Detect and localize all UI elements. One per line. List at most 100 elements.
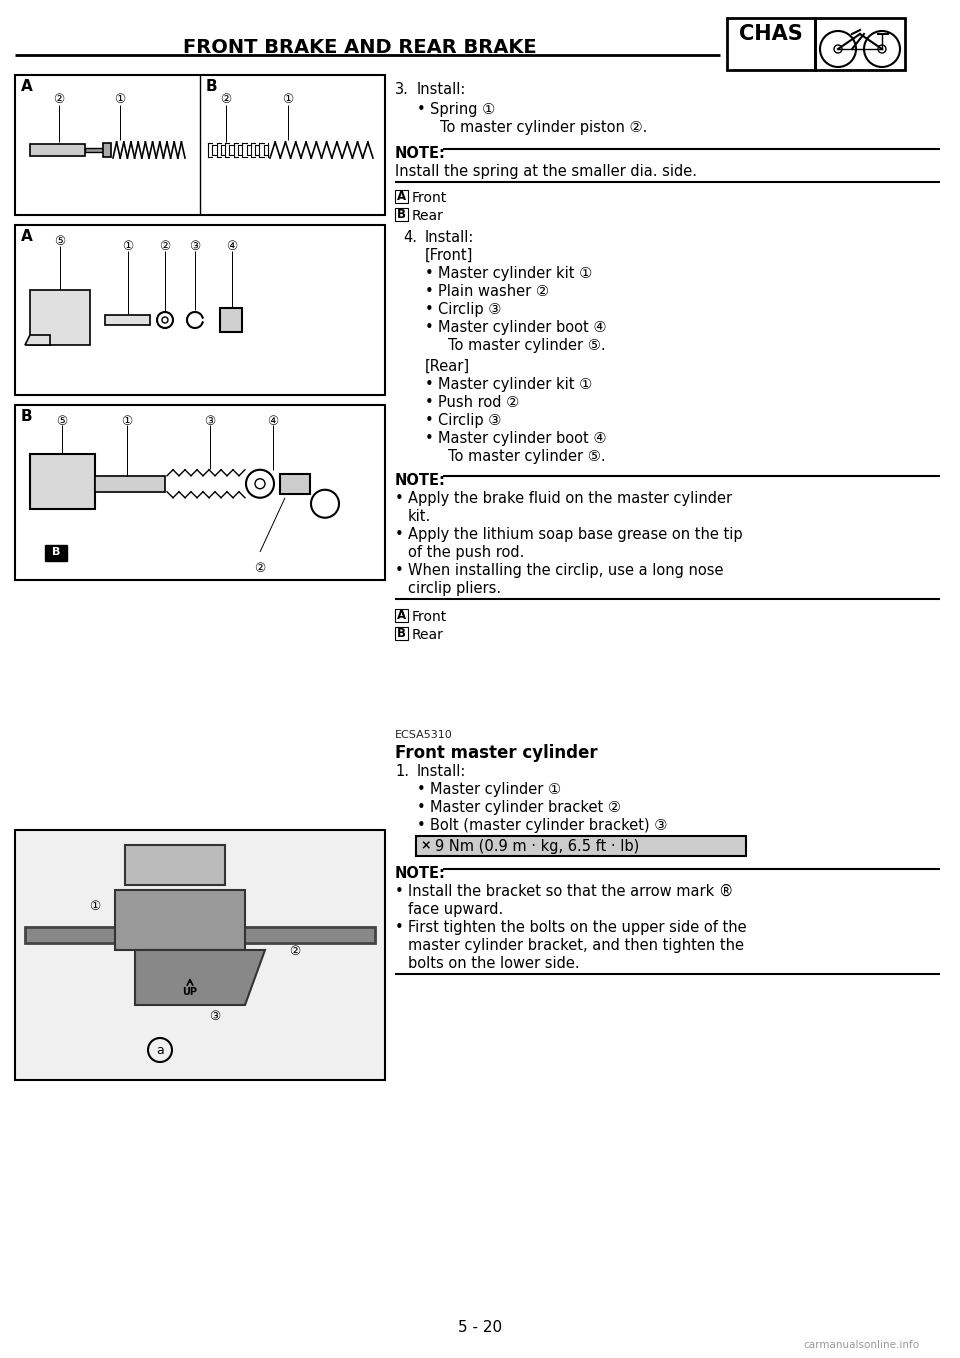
Text: FRONT BRAKE AND REAR BRAKE: FRONT BRAKE AND REAR BRAKE	[183, 38, 537, 57]
Text: Rear: Rear	[412, 627, 444, 642]
Bar	[416, 837, 746, 856]
Bar	[395, 608, 408, 622]
Bar	[105, 315, 150, 325]
Text: of the push rod.: of the push rod.	[408, 545, 524, 559]
Bar	[727, 18, 815, 71]
Text: •: •	[425, 413, 434, 428]
Text: •: •	[395, 527, 404, 542]
Text: •: •	[395, 492, 404, 507]
Bar	[395, 208, 408, 221]
Text: B: B	[397, 208, 406, 221]
Text: First tighten the bolts on the upper side of the: First tighten the bolts on the upper sid…	[408, 919, 747, 936]
Text: •: •	[425, 266, 434, 281]
Text: 3.: 3.	[395, 81, 409, 96]
Text: CHAS: CHAS	[739, 24, 803, 43]
Text: Install the bracket so that the arrow mark ®: Install the bracket so that the arrow ma…	[408, 884, 733, 899]
Text: Front: Front	[412, 610, 447, 623]
Text: •: •	[417, 782, 425, 797]
Text: •: •	[425, 430, 434, 445]
Text: B: B	[206, 79, 218, 94]
Bar	[280, 474, 310, 494]
Text: Front master cylinder: Front master cylinder	[395, 744, 598, 762]
Text: ③: ③	[189, 240, 201, 253]
Text: Master cylinder ①: Master cylinder ①	[430, 782, 562, 797]
Bar	[103, 143, 111, 158]
Text: bolts on the lower side.: bolts on the lower side.	[408, 956, 580, 971]
Text: •: •	[425, 301, 434, 316]
Text: •: •	[417, 102, 425, 117]
Polygon shape	[135, 951, 265, 1005]
Text: ⨯: ⨯	[420, 839, 430, 851]
Text: master cylinder bracket, and then tighten the: master cylinder bracket, and then tighte…	[408, 938, 744, 953]
Text: Circlip ③: Circlip ③	[438, 301, 501, 316]
Polygon shape	[25, 335, 50, 345]
Text: ①: ①	[282, 92, 294, 106]
Text: •: •	[425, 395, 434, 410]
Text: [Rear]: [Rear]	[425, 359, 470, 373]
Text: ③: ③	[204, 416, 216, 428]
Text: To master cylinder piston ②.: To master cylinder piston ②.	[440, 120, 647, 134]
Text: Master cylinder bracket ②: Master cylinder bracket ②	[430, 800, 621, 815]
Text: B: B	[21, 409, 33, 424]
Text: ②: ②	[254, 562, 266, 574]
Text: Spring ①: Spring ①	[430, 102, 495, 117]
Bar	[15, 225, 385, 395]
Text: UP: UP	[182, 987, 198, 997]
Text: Bolt (master cylinder bracket) ③: Bolt (master cylinder bracket) ③	[430, 818, 667, 832]
Text: •: •	[395, 919, 404, 936]
Text: Apply the brake fluid on the master cylinder: Apply the brake fluid on the master cyli…	[408, 492, 732, 507]
Text: To master cylinder ⑤.: To master cylinder ⑤.	[448, 449, 606, 464]
Bar	[220, 308, 242, 331]
Text: ①: ①	[122, 240, 133, 253]
Text: ECSA5310: ECSA5310	[395, 731, 453, 740]
Text: 5 - 20: 5 - 20	[458, 1320, 502, 1335]
Text: face upward.: face upward.	[408, 902, 503, 917]
Text: When installing the circlip, use a long nose: When installing the circlip, use a long …	[408, 564, 724, 579]
Text: [Front]: [Front]	[425, 249, 473, 263]
Text: kit.: kit.	[408, 509, 431, 524]
Text: Circlip ③: Circlip ③	[438, 413, 501, 428]
Text: ②: ②	[289, 945, 300, 957]
Bar	[95, 475, 165, 492]
Text: •: •	[425, 378, 434, 392]
Text: A: A	[21, 79, 33, 94]
Text: •: •	[425, 320, 434, 335]
Bar	[30, 144, 85, 156]
Text: 4.: 4.	[403, 230, 417, 244]
Text: ⑤: ⑤	[55, 235, 65, 249]
Bar	[45, 545, 67, 561]
Text: 1.: 1.	[395, 765, 409, 779]
Text: A: A	[396, 190, 406, 202]
Text: B: B	[397, 627, 406, 640]
Text: ②: ②	[221, 92, 231, 106]
Text: Plain washer ②: Plain washer ②	[438, 284, 549, 299]
Text: B: B	[52, 547, 60, 557]
Text: NOTE:: NOTE:	[395, 147, 445, 162]
Text: A: A	[21, 230, 33, 244]
Text: Master cylinder kit ①: Master cylinder kit ①	[438, 378, 592, 392]
Text: Front: Front	[412, 191, 447, 205]
Text: ⑤: ⑤	[57, 416, 67, 428]
Text: To master cylinder ⑤.: To master cylinder ⑤.	[448, 338, 606, 353]
Bar	[15, 830, 385, 1080]
Bar	[15, 75, 385, 215]
Text: ③: ③	[209, 1010, 221, 1023]
Bar	[815, 18, 905, 71]
Text: circlip pliers.: circlip pliers.	[408, 581, 501, 596]
Text: ④: ④	[227, 240, 238, 253]
Text: •: •	[395, 564, 404, 579]
Text: A: A	[396, 608, 406, 622]
Text: ②: ②	[54, 92, 64, 106]
Text: Install:: Install:	[417, 81, 467, 96]
Text: Master cylinder kit ①: Master cylinder kit ①	[438, 266, 592, 281]
Polygon shape	[30, 454, 95, 509]
Text: Push rod ②: Push rod ②	[438, 395, 519, 410]
Bar	[30, 291, 90, 345]
Text: Master cylinder boot ④: Master cylinder boot ④	[438, 430, 607, 445]
Text: NOTE:: NOTE:	[395, 473, 445, 488]
Text: Rear: Rear	[412, 209, 444, 223]
Text: •: •	[417, 818, 425, 832]
Text: •: •	[417, 800, 425, 815]
Bar	[125, 845, 225, 885]
Text: Install:: Install:	[417, 765, 467, 779]
